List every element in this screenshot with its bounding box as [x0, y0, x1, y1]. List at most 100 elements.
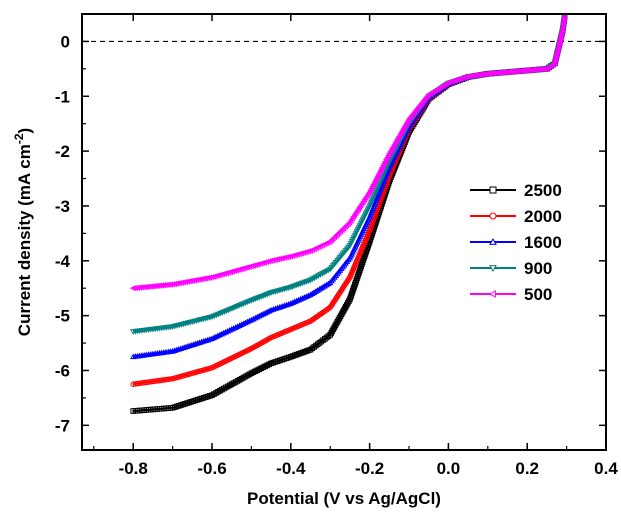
series-500 [129, 14, 567, 292]
legend-label: 2000 [524, 207, 562, 226]
data-point [184, 278, 191, 285]
data-point [267, 257, 274, 264]
data-point [285, 253, 291, 261]
data-point [280, 254, 287, 262]
series-markers [130, 14, 568, 335]
data-point [242, 319, 249, 326]
legend-item-1600: 1600 [470, 233, 562, 252]
legend-marker [489, 212, 497, 220]
data-point [297, 295, 304, 302]
data-point [188, 277, 195, 284]
data-point [180, 279, 186, 286]
y-tick-label: -1 [55, 87, 70, 106]
data-point [186, 278, 193, 285]
data-point [194, 339, 201, 346]
data-point [236, 322, 243, 328]
data-point [541, 65, 548, 73]
data-point [204, 336, 212, 343]
legend: 2500 2000 1600 900 500 [470, 181, 562, 304]
data-point [192, 340, 199, 347]
data-point [175, 345, 182, 352]
data-point [283, 254, 289, 261]
legend-label: 900 [524, 259, 552, 278]
series-line [133, 16, 566, 333]
data-point [246, 317, 253, 324]
data-point [190, 341, 197, 347]
x-axis-title: Potential (V vs Ag/AgCl) [247, 489, 441, 508]
data-point [466, 73, 473, 80]
x-tick-label: -0.4 [276, 459, 306, 478]
legend-item-2500: 2500 [470, 181, 562, 200]
x-tick-label: 0.0 [437, 459, 461, 478]
data-point [269, 257, 276, 264]
series-900 [130, 14, 568, 335]
legend-label: 2500 [524, 181, 562, 200]
data-point [226, 326, 233, 333]
data-point [471, 72, 478, 79]
data-point [480, 71, 486, 78]
data-point [183, 343, 191, 349]
data-point [293, 297, 300, 304]
data-point [278, 255, 285, 262]
data-point [167, 281, 173, 288]
data-point [301, 294, 308, 300]
data-point [173, 280, 180, 287]
data-point [464, 73, 471, 80]
data-point [195, 276, 202, 283]
y-tick-label: 0 [61, 32, 70, 51]
y-tick-label: -5 [55, 307, 70, 326]
data-point [178, 279, 184, 286]
data-point [206, 274, 213, 281]
data-point [295, 296, 302, 303]
data-point [177, 345, 185, 351]
data-point [238, 321, 245, 328]
data-point [222, 328, 229, 335]
legend-item-2000: 2000 [470, 207, 562, 226]
plot-frame [81, 13, 607, 451]
data-point [191, 277, 197, 284]
data-point [561, 14, 567, 20]
y-tick-label: -2 [55, 142, 70, 161]
data-point [265, 307, 273, 314]
data-point [175, 280, 182, 287]
x-tick-label: -0.6 [197, 459, 226, 478]
legend-label: 1600 [524, 233, 562, 252]
legend-marker [489, 265, 497, 273]
data-point [303, 293, 310, 299]
data-point [224, 327, 231, 334]
legend-marker [489, 237, 497, 245]
data-point [232, 324, 239, 330]
x-tick-label: 0.4 [594, 459, 618, 478]
data-point [272, 256, 278, 263]
data-point [199, 275, 206, 282]
data-point [274, 256, 281, 263]
data-point [220, 329, 227, 336]
data-point [196, 339, 203, 345]
data-point [244, 318, 251, 325]
data-point [477, 71, 484, 78]
data-point [193, 276, 200, 284]
legend-marker [488, 290, 496, 298]
data-point [182, 278, 189, 286]
data-point [240, 320, 247, 327]
data-point [276, 255, 283, 262]
data-point [287, 300, 294, 306]
data-point [469, 72, 475, 80]
y-tick-label: -7 [55, 416, 70, 435]
data-point [171, 347, 178, 353]
data-point [291, 298, 298, 305]
data-point [169, 281, 175, 288]
data-point [230, 325, 237, 331]
data-point [202, 337, 209, 344]
legend-item-500: 500 [470, 285, 552, 304]
data-point [169, 347, 176, 354]
legend-label: 500 [524, 285, 552, 304]
y-tick-label: -3 [55, 197, 70, 216]
x-tick-label: -0.8 [119, 459, 148, 478]
data-point [212, 333, 220, 340]
data-point [216, 331, 224, 338]
series-line [133, 16, 566, 413]
data-point [218, 330, 226, 337]
data-point [289, 299, 296, 306]
data-point [473, 72, 480, 79]
